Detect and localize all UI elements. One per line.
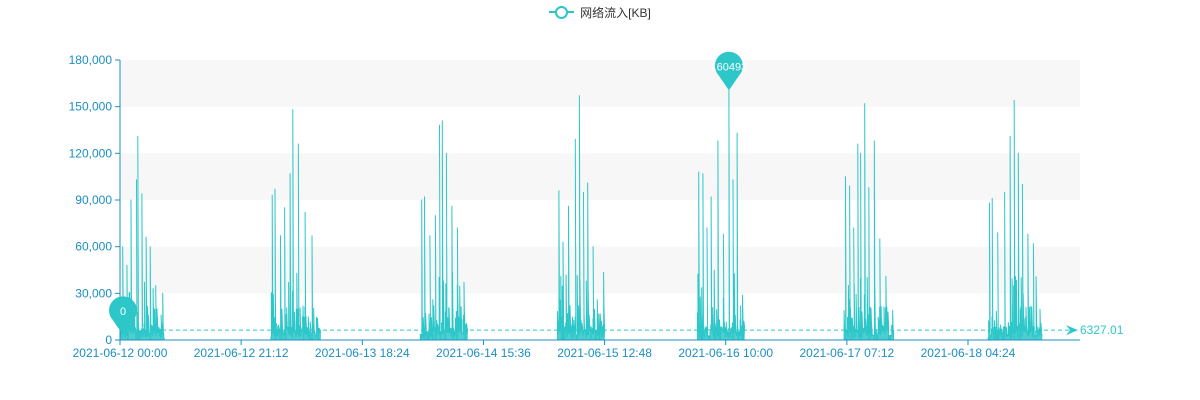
pin-shape-icon <box>109 296 137 335</box>
series-burst <box>696 89 745 341</box>
y-tick-label: 150,000 <box>69 100 113 114</box>
min-value-pin: 0 <box>109 296 137 335</box>
series-burst <box>419 120 468 341</box>
chart-legend: 网络流入[KB] <box>0 2 1200 22</box>
x-tick-label: 2021-06-17 07:12 <box>799 346 894 360</box>
legend-item-network-inflow[interactable]: 网络流入[KB] <box>549 4 651 21</box>
series-burst <box>843 103 895 341</box>
average-markline: 6327.01 <box>120 323 1124 337</box>
series-burst <box>557 95 606 341</box>
x-tick-label: 2021-06-16 10:00 <box>678 346 773 360</box>
legend-line-marker-icon <box>549 5 575 19</box>
grid-band <box>120 60 1080 107</box>
x-tick-label: 2021-06-12 21:12 <box>194 346 289 360</box>
y-tick-label: 180,000 <box>69 53 113 67</box>
series-burst <box>987 99 1043 341</box>
y-tick-label: 60,000 <box>75 240 112 254</box>
max-value-pin: 160493 <box>711 51 748 91</box>
legend-label: 网络流入[KB] <box>580 5 651 20</box>
pin-label: 0 <box>120 306 126 318</box>
x-tick-label: 2021-06-13 18:24 <box>315 346 410 360</box>
average-label: 6327.01 <box>1080 323 1124 337</box>
chart-axes: 0 30,000 60,000 90,000 120,000 150,000 180,000… <box>69 53 1080 360</box>
y-tick-label: 120,000 <box>69 146 113 160</box>
x-tick-label: 2021-06-15 12:48 <box>557 346 652 360</box>
pin-label: 160493 <box>711 61 748 73</box>
marker-pins: 160493 0 <box>109 51 748 335</box>
y-tick-label: 0 <box>105 333 112 347</box>
series-area <box>119 89 1080 341</box>
grid-band <box>120 246 1080 294</box>
grid-band <box>120 153 1080 200</box>
pin-shape-icon <box>714 51 743 91</box>
x-tick-label: 2021-06-18 04:24 <box>921 346 1016 360</box>
average-arrow-icon <box>1066 325 1078 336</box>
x-tick-label: 2021-06-12 00:00 <box>73 346 168 360</box>
series-burst <box>270 109 321 341</box>
y-tick-label: 90,000 <box>75 193 112 207</box>
x-tick-label: 2021-06-14 15:36 <box>436 346 531 360</box>
y-tick-label: 30,000 <box>75 286 112 300</box>
grid-bands <box>120 60 1080 294</box>
